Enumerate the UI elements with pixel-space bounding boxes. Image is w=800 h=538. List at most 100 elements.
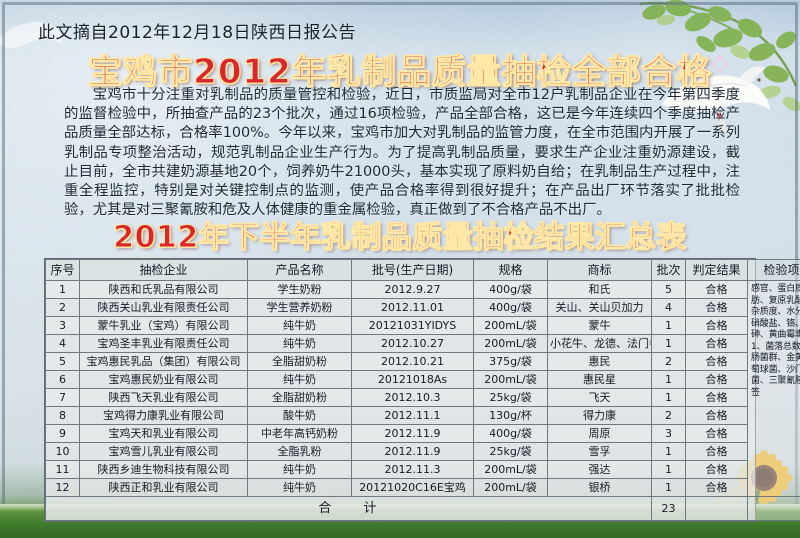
cell-count: 2 — [651, 406, 686, 425]
cell-batch: 2012.10.3 — [351, 388, 474, 407]
cell-enterprise: 宝鸡惠民奶业有限公司 — [79, 370, 248, 389]
cell-spec: 25kg/袋 — [473, 442, 548, 461]
cell-count: 1 — [651, 460, 686, 479]
cell-count: 1 — [651, 370, 686, 389]
cell-enterprise: 陕西关山乳业有限责任公司 — [79, 298, 248, 317]
cell-result: 合格 — [685, 460, 748, 479]
col-header-items: 检验项目 — [747, 259, 800, 281]
cell-product: 纯牛奶 — [247, 334, 352, 353]
cell-spec: 400g/袋 — [473, 298, 548, 317]
cell-batch: 2012.11.3 — [351, 460, 474, 479]
cell-product: 学生营养奶粉 — [247, 298, 352, 317]
cell-result: 合格 — [685, 388, 748, 407]
col-header-batch: 批号(生产日期) — [351, 259, 474, 281]
cell-brand: 飞天 — [547, 388, 652, 407]
results-table-container: 序号 抽检企业 产品名称 批号(生产日期) 规格 商标 批次 判定结果 检验项目… — [44, 258, 800, 522]
cell-enterprise: 陕西飞天乳业有限公司 — [79, 388, 248, 407]
cell-product: 学生奶粉 — [247, 280, 352, 299]
cell-count: 1 — [651, 442, 686, 461]
total-result-blank — [685, 496, 748, 521]
cell-batch: 2012.9.27 — [351, 280, 474, 299]
cell-no: 2 — [45, 298, 80, 317]
total-items-blank — [747, 496, 800, 521]
cell-batch: 2012.10.21 — [351, 352, 474, 371]
cell-enterprise: 蒙牛乳业（宝鸡）有限公司 — [79, 316, 248, 335]
table-row: 9 宝鸡天和乳业有限公司 中老年高钙奶粉 2012.11.9 400g/袋 周原 3 合格 — [45, 424, 800, 443]
cell-spec: 400g/袋 — [473, 280, 548, 299]
cell-brand: 得力康 — [547, 406, 652, 425]
cell-spec: 400g/袋 — [473, 424, 548, 443]
cell-result: 合格 — [685, 352, 748, 371]
cell-brand: 关山、关山贝加力 — [547, 298, 652, 317]
cell-count: 4 — [651, 298, 686, 317]
table-row: 5 宝鸡惠民乳品（集团）有限公司 全脂甜奶粉 2012.10.21 375g/袋 惠民 2 合… — [45, 352, 800, 371]
cell-spec: 375g/袋 — [473, 352, 548, 371]
cell-spec: 130g/杯 — [473, 406, 548, 425]
cell-count: 1 — [651, 388, 686, 407]
table-row: 6 宝鸡惠民奶业有限公司 纯牛奶 20121018As 200mL/袋 惠民星 1 合格 — [45, 370, 800, 389]
cell-count: 1 — [651, 316, 686, 335]
table-row: 4 宝鸡圣丰乳业有限责任公司 纯牛奶 2012.10.27 200mL/袋 小花牛、龙德、… — [45, 334, 800, 353]
total-label: 合 计 — [45, 496, 652, 521]
cell-result: 合格 — [685, 298, 748, 317]
cell-brand: 周原 — [547, 424, 652, 443]
cell-spec: 200mL/袋 — [473, 460, 548, 479]
cell-result: 合格 — [685, 370, 748, 389]
cell-result: 合格 — [685, 406, 748, 425]
table-header-row: 序号 抽检企业 产品名称 批号(生产日期) 规格 商标 批次 判定结果 检验项目 — [45, 259, 800, 281]
cell-spec: 25kg/袋 — [473, 388, 548, 407]
table-row: 2 陕西关山乳业有限责任公司 学生营养奶粉 2012.11.01 400g/袋 关山、关山… — [45, 298, 800, 317]
article-body: 宝鸡市十分注重对乳制品的质量管控和检验，近日，市质监局对全市12户乳制品企业在今… — [64, 87, 740, 219]
cell-batch: 2012.11.01 — [351, 298, 474, 317]
table-row: 8 宝鸡得力康乳业有限公司 酸牛奶 2012.11.1 130g/杯 得力康 2 合格 — [45, 406, 800, 425]
cell-count: 5 — [651, 280, 686, 299]
cell-product: 全脂甜奶粉 — [247, 388, 352, 407]
results-table: 序号 抽检企业 产品名称 批号(生产日期) 规格 商标 批次 判定结果 检验项目… — [45, 259, 800, 521]
cell-brand: 惠民星 — [547, 370, 652, 389]
cell-spec: 200mL/袋 — [473, 334, 548, 353]
cell-count: 2 — [651, 352, 686, 371]
cell-no: 3 — [45, 316, 80, 335]
table-title: 2012年下半年乳制品质量抽检结果汇总表 — [113, 220, 687, 256]
source-line: 此文摘自2012年12月18日陕西日报公告 — [38, 23, 357, 43]
cell-no: 5 — [45, 352, 80, 371]
cell-count: 1 — [651, 334, 686, 353]
table-row: 11 陕西乡迪生物科技有限公司 纯牛奶 2012.11.3 200mL/袋 强达 1 合格 — [45, 460, 800, 479]
cell-brand: 小花牛、龙德、法门寺 — [547, 334, 652, 353]
cell-brand: 银桥 — [547, 478, 652, 497]
cell-product: 全脂甜奶粉 — [247, 352, 352, 371]
cell-spec: 200mL/袋 — [473, 478, 548, 497]
cell-product: 纯牛奶 — [247, 460, 352, 479]
cell-batch: 2012.11.1 — [351, 406, 474, 425]
cell-enterprise: 宝鸡惠民乳品（集团）有限公司 — [79, 352, 248, 371]
col-header-brand: 商标 — [547, 259, 652, 281]
cell-no: 4 — [45, 334, 80, 353]
cell-enterprise: 宝鸡雪儿乳业有限公司 — [79, 442, 248, 461]
page-title: 宝鸡市2012年乳制品质量抽检全部合格 — [88, 52, 712, 93]
col-header-enterprise: 抽检企业 — [79, 259, 248, 281]
cell-inspection-items: 感官、蛋白质、脂肪、复原乳酸度、杂质度、水分、亚硝酸盐、铬、无机砷、黄曲霉毒素M… — [747, 280, 800, 497]
cell-batch: 20121020C16E宝鸡 — [351, 478, 474, 497]
cell-no: 1 — [45, 280, 80, 299]
table-row: 7 陕西飞天乳业有限公司 全脂甜奶粉 2012.10.3 25kg/袋 飞天 1 合格 — [45, 388, 800, 407]
cell-product: 酸牛奶 — [247, 406, 352, 425]
cell-enterprise: 宝鸡天和乳业有限公司 — [79, 424, 248, 443]
cell-result: 合格 — [685, 334, 748, 353]
cell-product: 纯牛奶 — [247, 316, 352, 335]
cell-no: 11 — [45, 460, 80, 479]
cell-brand: 强达 — [547, 460, 652, 479]
cell-batch: 2012.10.27 — [351, 334, 474, 353]
table-row: 12 陕西正和乳业有限公司 纯牛奶 20121020C16E宝鸡 200mL/袋 银桥 1 合… — [45, 478, 800, 497]
cell-result: 合格 — [685, 316, 748, 335]
cell-no: 8 — [45, 406, 80, 425]
cell-spec: 200mL/袋 — [473, 370, 548, 389]
cell-no: 9 — [45, 424, 80, 443]
cell-brand: 惠民 — [547, 352, 652, 371]
col-header-product: 产品名称 — [247, 259, 352, 281]
cell-product: 纯牛奶 — [247, 478, 352, 497]
table-row: 3 蒙牛乳业（宝鸡）有限公司 纯牛奶 20121031YIDYS 200mL/袋 蒙牛 1 合… — [45, 316, 800, 335]
cell-no: 10 — [45, 442, 80, 461]
cell-product: 中老年高钙奶粉 — [247, 424, 352, 443]
cell-enterprise: 陕西正和乳业有限公司 — [79, 478, 248, 497]
table-row: 10 宝鸡雪儿乳业有限公司 全脂乳粉 2012.11.9 25kg/袋 雪孚 1 合格 — [45, 442, 800, 461]
